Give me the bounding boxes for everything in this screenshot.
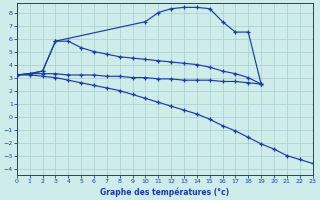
X-axis label: Graphe des températures (°c): Graphe des températures (°c) <box>100 187 229 197</box>
